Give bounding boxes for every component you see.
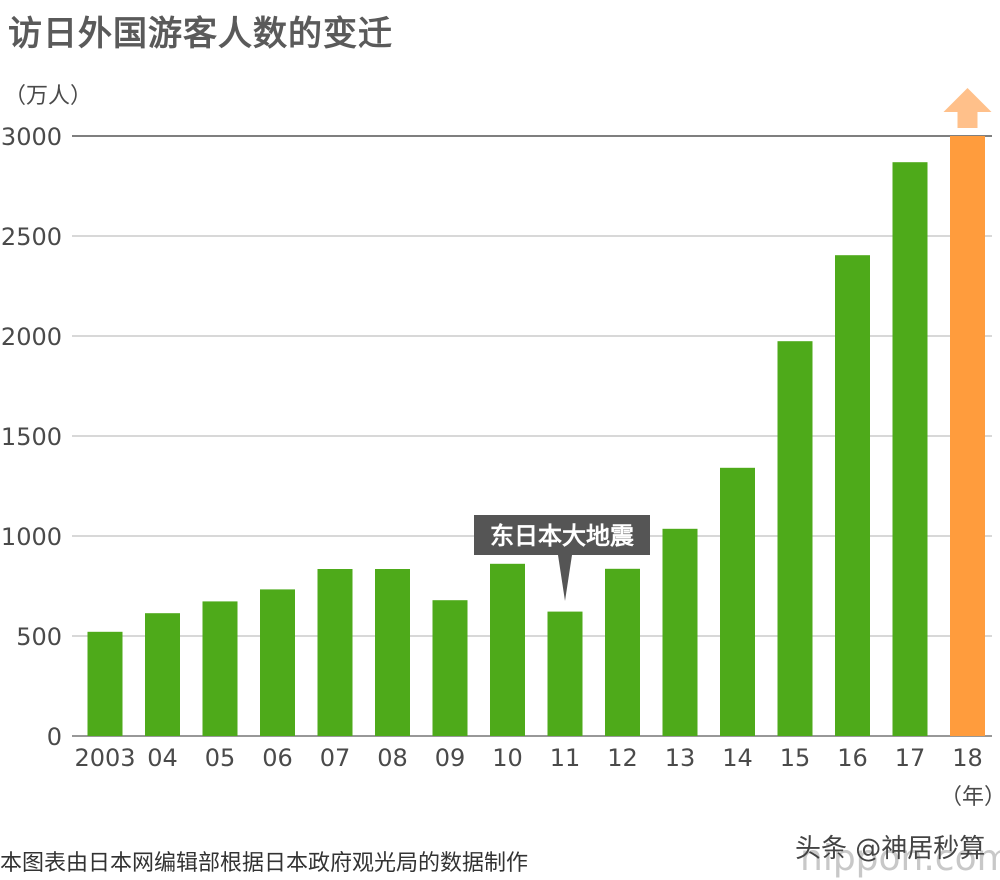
- y-tick-label: 1500: [1, 423, 62, 451]
- y-tick-label: 3000: [1, 123, 62, 151]
- logo-text: nippon.com: [800, 838, 1000, 879]
- y-tick-labels: 0 500 1000 1500 2000 2500 3000: [1, 123, 62, 751]
- y-axis-unit-label: （万人）: [4, 84, 93, 109]
- y-tick-label: 500: [16, 623, 62, 651]
- bar: [662, 528, 698, 736]
- x-tick-label: 05: [205, 744, 236, 772]
- annotation: 东日本大地震: [474, 515, 650, 601]
- bar: [835, 255, 870, 736]
- bar-chart: 0 500 1000 1500 2000 2500 3000 2003 04 05 06 07 08 0…: [1, 88, 1000, 810]
- x-tick-label: 12: [607, 744, 638, 772]
- bar: [892, 162, 928, 736]
- bar: [202, 601, 238, 736]
- source-note: 本图表由日本网编辑部根据日本政府观光局的数据制作: [0, 851, 529, 876]
- bar: [432, 600, 468, 736]
- x-axis-unit-label: （年）: [940, 785, 1000, 810]
- bar-highlight: [950, 136, 985, 736]
- x-tick-label: 08: [377, 744, 408, 772]
- watermark: 头条 @神居秒算: [795, 834, 986, 864]
- bar: [547, 611, 583, 736]
- y-tick-label: 0: [47, 723, 62, 751]
- x-tick-label: 06: [262, 744, 293, 772]
- x-tick-label: 11: [550, 744, 581, 772]
- x-tick-label: 13: [665, 744, 696, 772]
- x-tick-labels: 2003 04 05 06 07 08 09 10 11 12 13 14 15 16 17 18: [74, 744, 982, 772]
- x-tick-label: 10: [492, 744, 523, 772]
- annotation-pointer: [558, 555, 572, 601]
- annotation-box: [474, 515, 650, 555]
- up-arrow-icon: [943, 88, 992, 128]
- bar: [87, 631, 123, 736]
- bar: [720, 467, 755, 736]
- bar: [490, 563, 525, 736]
- bar: [375, 569, 410, 736]
- annotation-text: 东日本大地震: [490, 522, 635, 550]
- y-tick-label: 2500: [1, 223, 62, 251]
- bars: [87, 88, 992, 736]
- bar: [777, 341, 813, 736]
- x-tick-label: 18: [952, 744, 983, 772]
- y-tick-label: 2000: [1, 323, 62, 351]
- x-tick-label: 15: [780, 744, 811, 772]
- x-tick-label: 17: [895, 744, 926, 772]
- bar: [260, 589, 295, 736]
- x-tick-label: 2003: [74, 744, 135, 772]
- bar: [145, 613, 180, 736]
- x-tick-label: 14: [722, 744, 753, 772]
- bar: [605, 568, 640, 736]
- x-tick-label: 16: [837, 744, 868, 772]
- y-tick-label: 1000: [1, 523, 62, 551]
- chart-title: 访日外国游客人数的变迁: [8, 14, 393, 54]
- x-tick-label: 07: [320, 744, 351, 772]
- bar: [317, 569, 353, 736]
- x-tick-label: 04: [147, 744, 178, 772]
- x-tick-label: 09: [435, 744, 466, 772]
